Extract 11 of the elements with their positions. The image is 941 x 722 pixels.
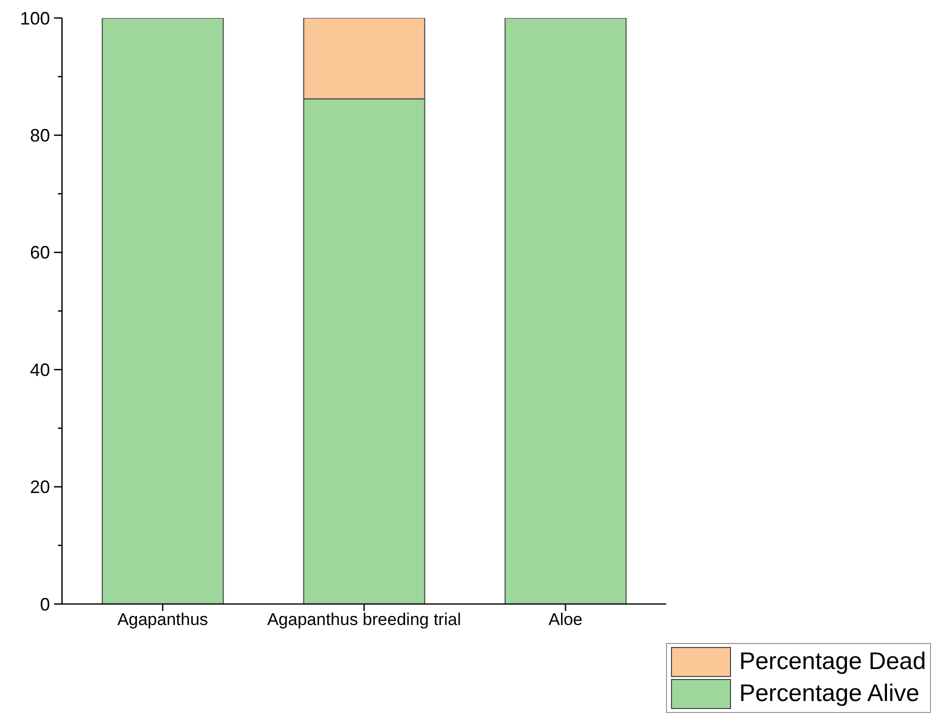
y-tick-label: 60 [30,242,50,263]
y-tick-label: 80 [30,126,50,146]
y-tick-label: 100 [20,8,50,28]
x-tick-label: Agapanthus [117,610,208,630]
x-tick-label: Aloe [548,610,583,630]
y-tick-label: 0 [40,594,50,614]
y-tick-label: 20 [30,477,50,498]
y-tick-label: 40 [30,360,50,380]
legend-label: Percentage Dead [739,648,926,676]
x-tick-label: Agapanthus breeding trial [267,610,461,630]
legend-label: Percentage Alive [739,680,920,708]
